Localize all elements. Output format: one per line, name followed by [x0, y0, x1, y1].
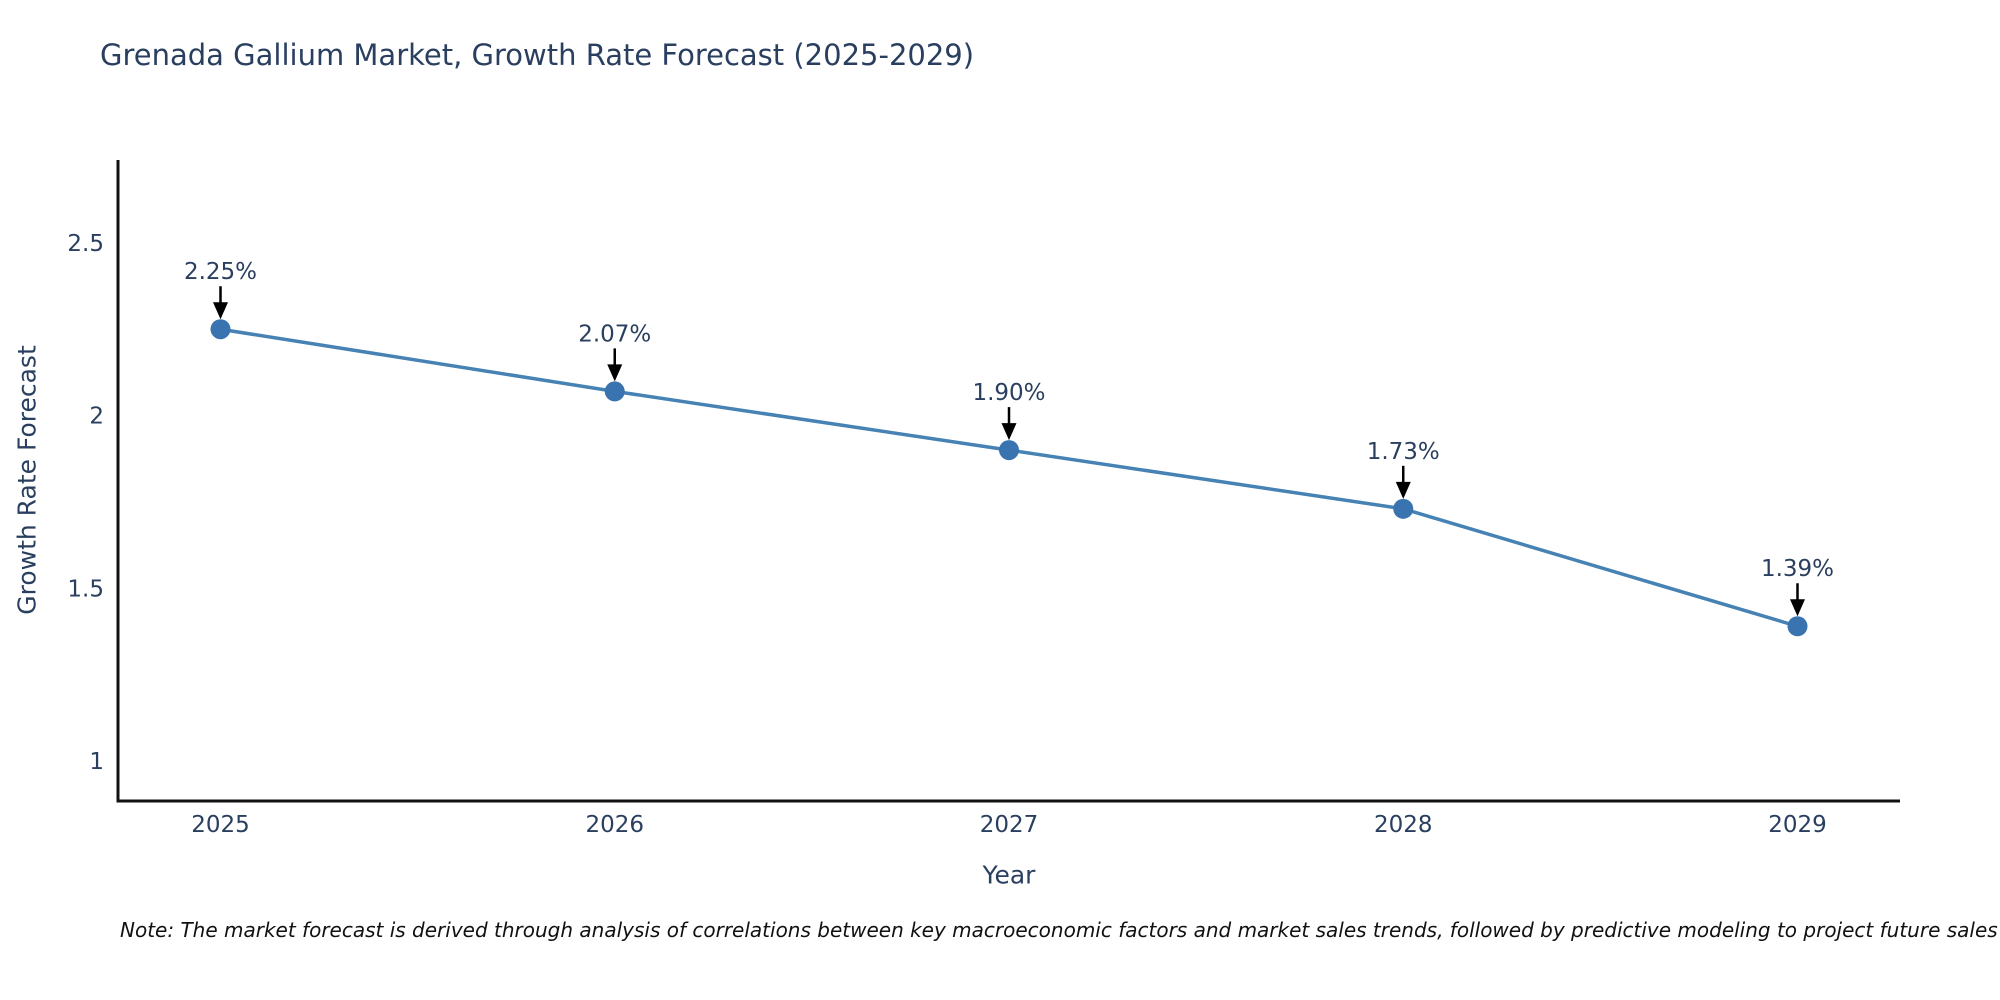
y-tick-label: 2 — [89, 404, 104, 430]
footnote: Note: The market forecast is derived thr… — [120, 918, 1998, 942]
data-point-marker — [604, 381, 625, 402]
data-point-label: 1.90% — [972, 380, 1045, 406]
annotation-arrow-head — [607, 364, 623, 382]
data-point-marker — [1787, 616, 1808, 637]
data-point-marker — [1393, 498, 1414, 519]
data-point-label: 1.39% — [1761, 556, 1834, 582]
y-tick-label: 1 — [89, 749, 104, 775]
annotation-arrow-head — [1001, 423, 1017, 441]
x-tick-label: 2027 — [980, 812, 1039, 838]
x-tick-label: 2026 — [585, 812, 644, 838]
data-point-marker — [999, 440, 1019, 461]
data-point-label: 2.07% — [578, 321, 651, 347]
y-tick-label: 2.5 — [67, 231, 104, 257]
data-point-label: 1.73% — [1367, 439, 1440, 465]
annotation-arrow-head — [1789, 599, 1805, 617]
data-point-marker — [210, 319, 231, 340]
annotation-arrow-head — [1395, 481, 1411, 499]
y-tick-label: 1.5 — [67, 576, 104, 602]
x-tick-label: 2028 — [1374, 812, 1433, 838]
x-tick-label: 2029 — [1768, 812, 1827, 838]
chart-title: Grenada Gallium Market, Growth Rate Fore… — [100, 38, 975, 72]
annotation-arrow-head — [213, 302, 229, 320]
series-line — [218, 327, 1800, 628]
x-axis-title: Year — [982, 860, 1036, 890]
data-point-label: 2.25% — [184, 259, 257, 285]
y-axis-title: Growth Rate Forecast — [12, 345, 42, 615]
x-tick-label: 2025 — [191, 812, 250, 838]
